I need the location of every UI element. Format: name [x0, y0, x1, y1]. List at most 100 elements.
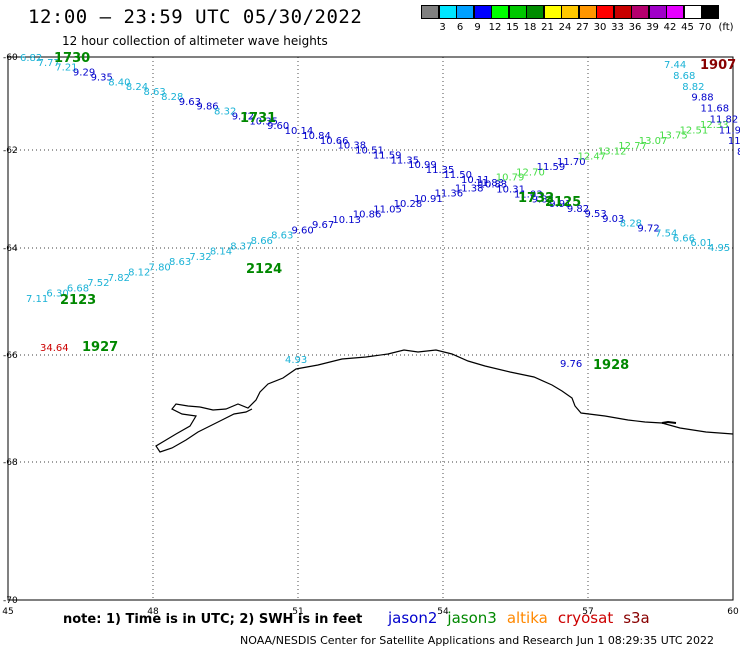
swh-value: 7.82 [108, 273, 130, 284]
color-scale-tick: 18 [523, 22, 537, 33]
lon-tick-label: 45 [2, 607, 13, 617]
swh-value: 9.53 [585, 209, 607, 220]
swh-value: 8.63 [143, 87, 165, 98]
swh-value: 10.31 [496, 185, 525, 196]
swh-value: 9.76 [560, 359, 582, 370]
swh-value: 8.14 [210, 247, 232, 258]
swh-value: 7.52 [87, 278, 109, 289]
swh-value: 8.12 [128, 268, 150, 279]
swh-value: 11.05 [373, 204, 402, 215]
color-scale-tick: 9 [474, 22, 481, 33]
pass-time-label: 1731 [240, 111, 276, 126]
swh-value: 10.99 [408, 160, 437, 171]
credit-line: NOAA/NESDIS Center for Satellite Applica… [240, 634, 715, 647]
legend-jason2: jason2 [388, 609, 438, 627]
swh-value: 8.68 [673, 71, 695, 82]
swh-value: 9.29 [73, 68, 95, 79]
swh-value: 13.12 [598, 146, 627, 157]
swh-value: 11.35 [390, 155, 419, 166]
pass-time-label: 2124 [246, 262, 282, 277]
color-scale-tick: 27 [576, 22, 589, 33]
swh-value: 7.80 [149, 262, 171, 273]
lat-tick-label: -70 [3, 596, 18, 606]
color-scale-unit: (ft) [718, 22, 734, 33]
color-scale-tick: 39 [646, 22, 659, 33]
swh-value: 8.40 [108, 77, 130, 88]
swh-value: 6.82 [20, 53, 42, 64]
swh-value: 9.67 [312, 220, 334, 231]
swh-value: 6.30 [46, 289, 68, 300]
swh-value: 11.82 [710, 114, 739, 125]
lon-tick-label: 60 [727, 607, 739, 617]
swh-value: 6.66 [673, 233, 695, 244]
swh-value: 9.35 [91, 72, 113, 83]
swh-value: 11.93 [719, 125, 740, 136]
lat-tick-label: -66 [3, 351, 18, 361]
swh-value: 11.50 [443, 170, 472, 181]
swh-value: 8.32 [214, 107, 236, 118]
color-scale-swatch [701, 5, 719, 19]
lat-tick-label: -60 [3, 53, 18, 63]
color-scale-tick: 15 [506, 22, 519, 33]
antarctic-coastline [199, 349, 734, 435]
swh-value: 7.44 [664, 60, 686, 71]
swh-value: 8.63 [271, 231, 293, 242]
pass-time-label: 1732 [518, 191, 554, 206]
swh-value: 9.86 [196, 102, 218, 113]
swh-value: 9.63 [179, 97, 201, 108]
swh-value: 9.88 [691, 93, 713, 104]
pass-time-label: 1927 [82, 340, 118, 355]
swh-value: 7.77 [38, 58, 60, 69]
swh-value: 10.79 [496, 173, 525, 184]
swh-value: 11.38 [455, 183, 484, 194]
swh-value: 10.35 [249, 116, 278, 127]
lon-tick-label: 54 [437, 607, 449, 617]
swh-value: 11.59 [537, 162, 566, 173]
swh-value: 4.93 [285, 355, 307, 366]
swh-value: 11.35 [426, 165, 455, 176]
color-scale-tick: 3 [439, 22, 446, 33]
swh-value: 10.84 [302, 131, 331, 142]
swh-value: 8.28 [161, 92, 183, 103]
legend-altika: altika [506, 609, 548, 627]
pass-time-label: 2123 [60, 293, 96, 308]
swh-value: 7.32 [189, 252, 211, 263]
swh-value: 12.70 [516, 167, 545, 178]
swh-value: 10.11 [461, 175, 490, 186]
swh-value: 12.51 [680, 125, 709, 136]
swh-value: 10.14 [285, 126, 314, 137]
swh-value: 8.9 [737, 147, 740, 158]
color-scale-tick: 45 [681, 22, 694, 33]
color-scale-tick: 36 [628, 22, 642, 33]
swh-value: 11.36 [434, 189, 463, 200]
swh-value: 8.63 [169, 257, 191, 268]
swh-value: 8.28 [620, 219, 642, 230]
legend-s3a: s3a [623, 609, 650, 627]
pass-time-label: 2125 [545, 195, 581, 210]
map-subtitle: 12 hour collection of altimeter wave hei… [62, 34, 328, 48]
lat-tick-label: -62 [3, 146, 18, 156]
lon-tick-label: 51 [292, 607, 303, 617]
lon-tick-label: 48 [147, 607, 159, 617]
lon-tick-label: 57 [582, 607, 593, 617]
legend-jason3: jason3 [447, 609, 497, 627]
color-scale-tick: 70 [698, 22, 712, 33]
swh-value: 7.11 [26, 294, 48, 305]
swh-value: 6.68 [67, 283, 89, 294]
swh-value: 9.72 [637, 224, 659, 235]
swh-value: 10.28 [394, 199, 423, 210]
swh-value: 12.47 [577, 152, 606, 163]
color-scale-tick: 6 [456, 22, 464, 33]
swh-value: 11.03 [514, 189, 543, 200]
color-scale-tick: 21 [541, 22, 554, 33]
swh-value: 13.75 [659, 131, 688, 142]
swh-value: 4.95 [708, 243, 730, 254]
pass-time-label: 1928 [593, 358, 629, 373]
swh-value: 10.91 [414, 194, 443, 205]
swh-value: 9.60 [267, 121, 289, 132]
swh-value: 13.07 [639, 136, 668, 147]
swh-value: 8.24 [126, 82, 148, 93]
swh-value: 8.82 [682, 82, 704, 93]
swh-value: 10.51 [355, 146, 384, 157]
